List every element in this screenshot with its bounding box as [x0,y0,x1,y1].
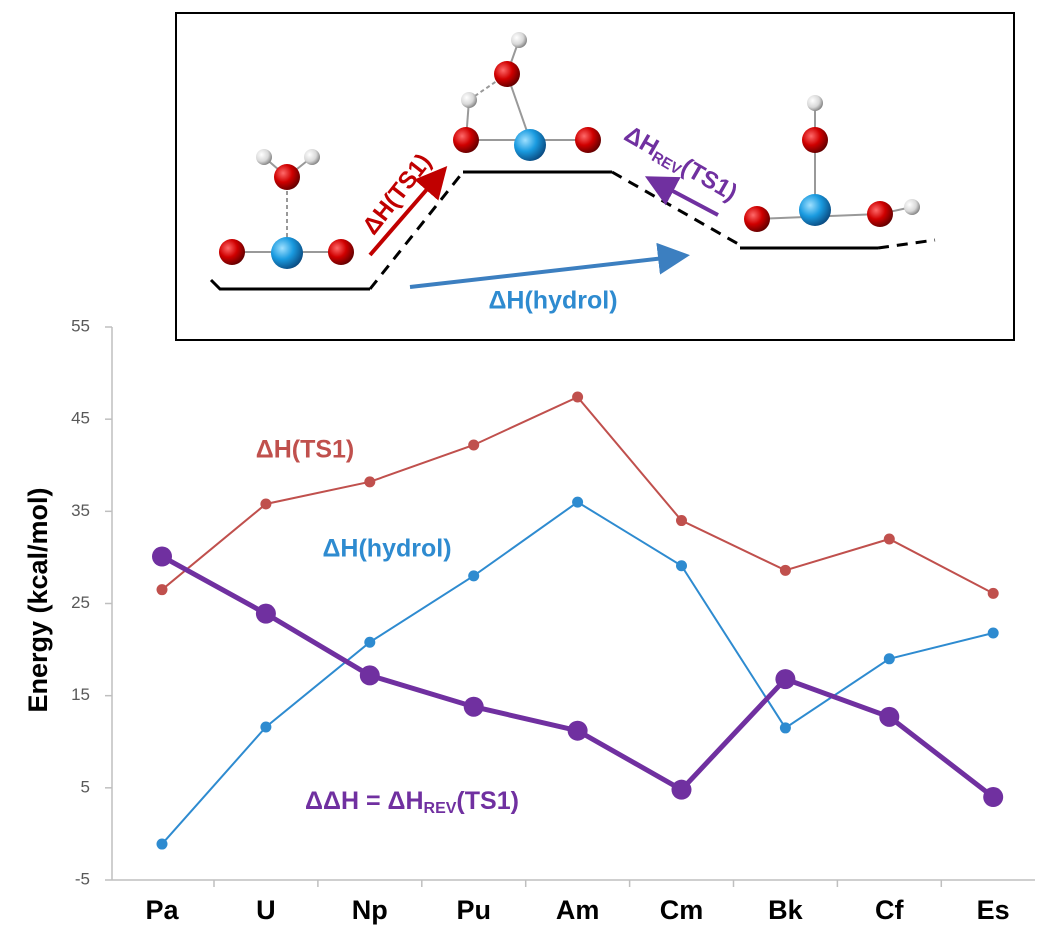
y-tick-label: 55 [71,316,90,335]
data-point [879,707,899,727]
y-tick-label: 35 [71,501,90,520]
data-point [464,697,484,717]
data-point [364,476,375,487]
y-tick-label: 45 [71,409,90,428]
data-point [360,665,380,685]
series-line [162,556,993,797]
data-point [884,533,895,544]
y-tick-label: -5 [75,869,90,888]
data-point [672,780,692,800]
x-tick-label: Cm [660,895,704,925]
data-point [572,392,583,403]
series-line [162,502,993,844]
y-tick-label: 25 [71,593,90,612]
x-tick-label: Pa [145,895,179,925]
series-label: ΔH(hydrol) [322,535,451,563]
x-tick-label: Pu [456,895,491,925]
x-tick-label: U [256,895,276,925]
x-tick-label: Es [977,895,1010,925]
data-point [775,669,795,689]
data-point [780,722,791,733]
data-point [983,787,1003,807]
data-point [988,588,999,599]
x-tick-label: Np [352,895,388,925]
data-point [780,565,791,576]
data-point [157,584,168,595]
data-point [572,497,583,508]
hydrol-label: ΔH(hydrol) [488,287,617,315]
label-subscript: REV [424,800,457,817]
data-point [568,721,588,741]
data-point [157,839,168,850]
series-line [162,397,993,593]
y-axis-label: Energy (kcal/mol) [23,487,53,712]
data-point [260,722,271,733]
data-point [152,546,172,566]
series-label: ΔH(TS1) [256,436,355,464]
x-tick-label: Am [556,895,600,925]
data-point [364,637,375,648]
data-point [988,627,999,638]
x-tick-label: Cf [875,895,904,925]
plot-area: -5 5 15 25 35 45 55 Pa U Np Pu Am Cm Bk Cf Es ΔH(TS1) ΔH(… [71,316,1037,925]
label-part: (TS1) [456,787,519,815]
y-tick-label: 5 [81,777,90,796]
data-point [468,439,479,450]
x-tick-label: Bk [768,895,803,925]
data-point [256,604,276,624]
data-point [676,560,687,571]
inset-diagram: ΔH(TS1) ΔHREV(TS1) ΔH(hydrol) [176,13,1014,340]
series-label: ΔΔH = ΔHREV(TS1) [305,787,519,818]
data-point [676,515,687,526]
chart: -5 5 15 25 35 45 55 Pa U Np Pu Am Cm Bk Cf Es ΔH(TS1) ΔH(… [0,0,1037,926]
data-point [468,570,479,581]
y-tick-label: 15 [71,685,90,704]
label-part: ΔΔH = ΔH [305,787,424,815]
data-point [260,498,271,509]
data-point [884,653,895,664]
